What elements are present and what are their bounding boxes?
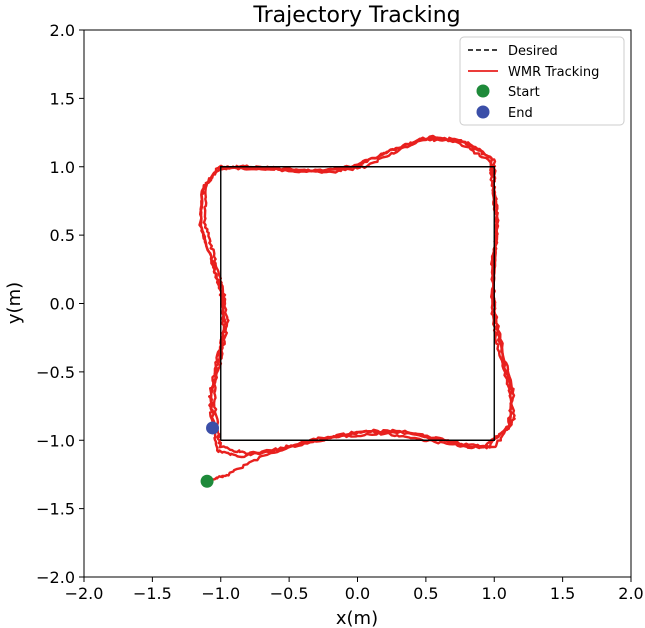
- x-tick-label: −2.0: [65, 584, 104, 603]
- x-tick-label: −1.5: [133, 584, 172, 603]
- x-tick-label: 0.5: [413, 584, 438, 603]
- y-tick-label: −2.0: [36, 568, 75, 587]
- y-tick-label: 0.0: [50, 295, 75, 314]
- legend-end-swatch: [476, 105, 490, 119]
- y-tick-label: −0.5: [36, 363, 75, 382]
- marker-layer: [200, 421, 220, 488]
- legend: Desired WMR Tracking Start End: [459, 36, 625, 126]
- legend-end-label: End: [508, 106, 533, 121]
- legend-box: [459, 36, 625, 126]
- tracking-path-pass-3: [199, 137, 516, 459]
- y-tick-label: 1.5: [50, 89, 75, 108]
- y-tick-label: −1.0: [36, 431, 75, 450]
- legend-start-label: Start: [508, 85, 540, 100]
- y-axis-label: y(m): [4, 282, 25, 324]
- y-tick-label: 0.5: [50, 226, 75, 245]
- x-tick-label: 0.0: [345, 584, 370, 603]
- x-tick-label: −0.5: [270, 584, 309, 603]
- chart-title: Trajectory Tracking: [252, 3, 460, 28]
- x-tick-label: 1.5: [550, 584, 575, 603]
- x-tick-label: 2.0: [618, 584, 643, 603]
- series-layer: [198, 134, 516, 484]
- y-tick-label: 1.0: [50, 158, 75, 177]
- start-marker: [200, 474, 214, 488]
- legend-desired-label: Desired: [508, 44, 558, 59]
- x-tick-label: 1.0: [482, 584, 507, 603]
- x-axis-label: x(m): [336, 608, 378, 628]
- x-tick-label: −1.0: [201, 584, 240, 603]
- legend-tracking-label: WMR Tracking: [508, 65, 599, 80]
- ticks-layer: −2.0 −1.5 −1.0 −0.5 0.0 0.5 1.0 1.5 2.0 −2.0 −1.5 −…: [36, 21, 644, 603]
- y-tick-label: 2.0: [50, 21, 75, 40]
- end-marker: [206, 421, 220, 435]
- desired-path: [220, 166, 495, 441]
- tracking-path-pass-1: [202, 134, 516, 484]
- y-tick-label: −1.5: [36, 500, 75, 519]
- legend-start-swatch: [476, 84, 490, 98]
